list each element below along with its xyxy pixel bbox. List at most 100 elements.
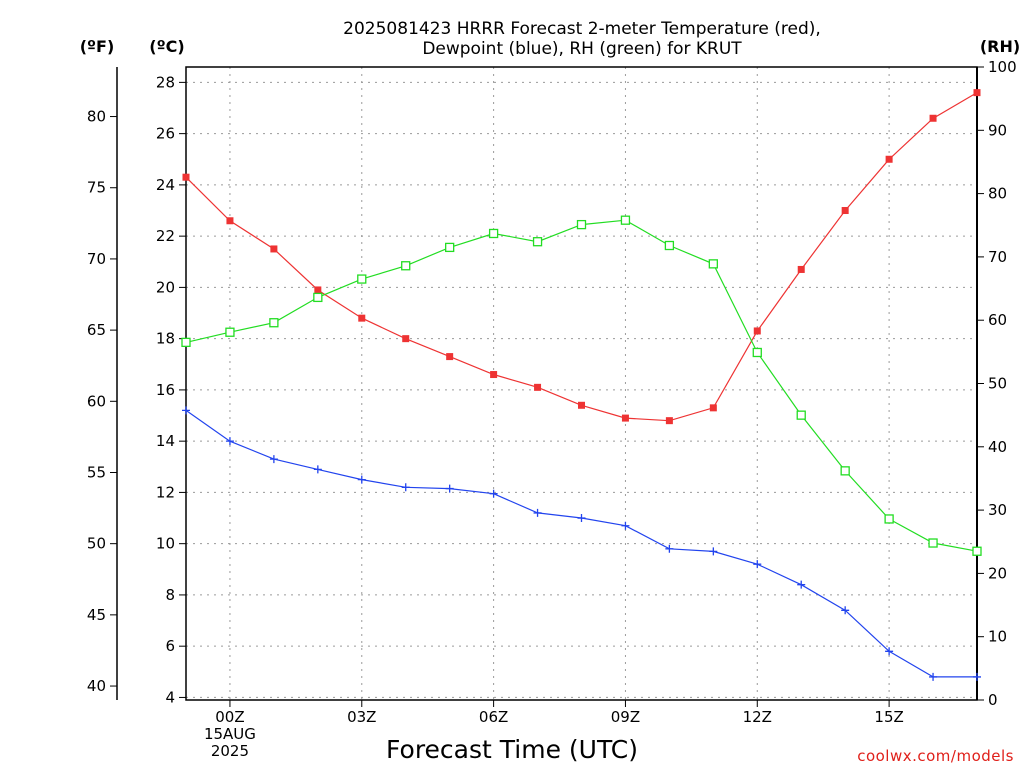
dewpoint-point [797,580,806,589]
temperature-point [973,89,981,97]
rh-tick-label: 100 [988,58,1017,76]
rh-tick-label: 40 [988,438,1007,456]
celsius-tick-label: 4 [165,688,175,706]
rh-point [357,274,367,284]
rh-point [884,514,894,524]
x-tick-label: 00Z [215,708,244,726]
dewpoint-point [533,508,542,517]
celsius-axis-unit: (ºC) [149,37,184,56]
rh-tick-label: 50 [988,375,1007,393]
celsius-tick-label: 26 [156,125,175,143]
rh-point [664,240,675,251]
temperature-point [929,114,937,122]
dewpoint-point [577,514,586,523]
temperature-point [490,371,498,379]
dewpoint-point [665,544,674,553]
celsius-tick-label: 28 [156,73,175,91]
temperature-point [841,207,849,215]
dewpoint-point [621,521,630,530]
celsius-tick-label: 10 [156,535,175,553]
dewpoint-point [182,406,190,415]
temperature-point [446,353,454,361]
rh-point [708,259,718,269]
rh-point [401,261,411,271]
x-axis-label: Forecast Time (UTC) [386,735,638,764]
rh-point [620,215,631,225]
rh-tick-label: 30 [988,501,1007,519]
rh-point [576,219,587,230]
series-layer [181,89,982,681]
dewpoint-point [401,483,410,492]
x-tick-label: 09Z [611,708,640,726]
rh-tick-label: 80 [988,185,1007,203]
rh-tick-label: 10 [988,628,1007,646]
x-tick-label: 15Z [874,708,903,726]
rh-tick-label: 20 [988,564,1007,582]
rh-point [752,347,762,358]
dewpoint-point [973,672,981,681]
dewpoint-point [885,647,894,656]
fahrenheit-tick-label: 40 [87,677,106,695]
rh-tick-label: 0 [988,691,998,709]
dewpoint-point [929,672,938,681]
celsius-tick-label: 20 [156,278,175,296]
dewpoint-point [445,484,454,493]
temperature-point [182,173,190,181]
rh-point [225,327,235,337]
temperature-point [797,265,805,273]
dewpoint-point [489,489,498,498]
celsius-tick-label: 6 [165,637,175,655]
temperature-point [534,383,542,391]
temperature-point [270,245,278,253]
x-tick-date-label: 2025 [211,742,249,760]
rh-point [445,242,455,253]
temperature-point [885,155,893,163]
fahrenheit-tick-label: 60 [87,392,106,410]
rh-point [972,546,982,556]
rh-tick-label: 60 [988,311,1007,329]
celsius-tick-label: 24 [156,176,175,194]
dewpoint-point [841,606,850,615]
dewpoint-point [269,455,278,464]
rh-axis-unit: (RH) [980,37,1020,56]
temperature-point [621,414,629,422]
rh-point [269,318,279,328]
fahrenheit-tick-label: 80 [87,108,106,126]
dewpoint-point [225,437,234,446]
temperature-point [578,401,585,409]
temperature-point [753,327,761,335]
credit-text: coolwx.com/models [857,747,1014,765]
temperature-point [709,404,717,412]
chart-title-line-2: Dewpoint (blue), RH (green) for KRUT [422,39,742,59]
fahrenheit-tick-label: 65 [87,321,106,339]
x-tick-date-label: 15AUG [204,725,256,743]
rh-point [181,337,191,348]
rh-point [532,237,543,247]
fahrenheit-tick-label: 45 [87,606,106,624]
celsius-tick-label: 12 [156,483,175,501]
dewpoint-point [313,465,322,474]
celsius-tick-label: 14 [156,432,175,450]
celsius-tick-label: 18 [156,330,175,348]
dewpoint-point [709,547,718,556]
rh-tick-label: 90 [988,121,1007,139]
celsius-tick-label: 22 [156,227,175,245]
celsius-tick-label: 16 [156,381,175,399]
temperature-point [314,286,322,294]
temperature-point [665,417,673,425]
rh-point [488,228,499,239]
grid-layer [186,67,977,700]
celsius-tick-label: 8 [165,586,175,604]
fahrenheit-axis-unit: (ºF) [80,37,115,56]
temperature-point [358,314,366,322]
temperature-point [402,335,410,343]
axes-layer: 4 6 8 10 12 14 16 18 20 22 24 26 28 40 45 50 55 60 65 70 75 8… [87,58,1017,760]
fahrenheit-tick-label: 55 [87,463,106,481]
rh-point [928,538,938,548]
dewpoint-point [357,475,366,484]
x-tick-label: 06Z [479,708,508,726]
fahrenheit-tick-label: 50 [87,535,106,553]
x-tick-label: 12Z [743,708,772,726]
